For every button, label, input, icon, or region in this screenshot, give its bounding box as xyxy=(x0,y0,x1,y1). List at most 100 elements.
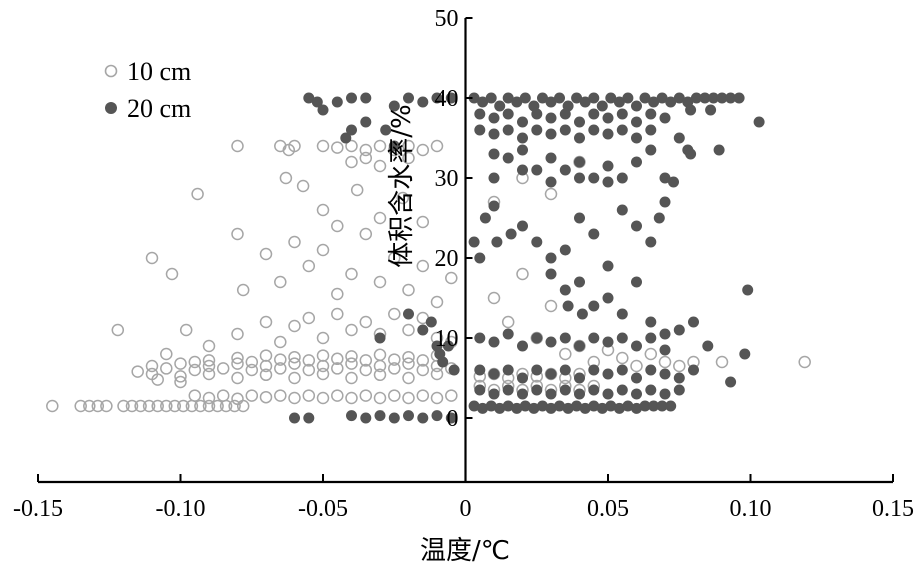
data-point xyxy=(350,183,364,197)
data-point xyxy=(511,96,523,108)
data-point xyxy=(431,92,443,104)
data-point xyxy=(331,389,344,402)
data-point xyxy=(517,388,528,400)
data-point xyxy=(468,400,480,412)
data-point xyxy=(83,399,96,413)
data-point xyxy=(588,400,600,412)
data-points-layer xyxy=(46,92,811,424)
data-point xyxy=(685,148,697,160)
x-tick-label: 0 xyxy=(460,496,472,522)
data-point xyxy=(288,357,301,370)
y-tick-label: 0 xyxy=(447,406,459,432)
data-point xyxy=(602,368,614,380)
data-point xyxy=(345,350,358,363)
data-point xyxy=(236,283,250,297)
data-point xyxy=(531,384,543,396)
data-point xyxy=(402,391,415,405)
data-point xyxy=(488,336,500,348)
data-point xyxy=(402,283,415,297)
data-point xyxy=(602,176,614,188)
data-point xyxy=(639,92,651,104)
data-point xyxy=(494,402,506,414)
data-point xyxy=(519,92,531,104)
legend-marker-20cm xyxy=(105,102,117,114)
data-point xyxy=(288,139,301,153)
data-point xyxy=(705,104,717,116)
data-point xyxy=(559,384,571,396)
data-point xyxy=(502,108,514,120)
data-point xyxy=(716,92,728,104)
data-point xyxy=(574,116,585,128)
data-point xyxy=(616,351,629,365)
data-point xyxy=(494,100,506,112)
data-point xyxy=(245,355,259,369)
data-point xyxy=(502,124,514,136)
data-point xyxy=(579,96,591,108)
data-point xyxy=(331,96,343,108)
data-point xyxy=(574,388,585,400)
data-point xyxy=(359,151,373,165)
data-point xyxy=(725,92,737,104)
data-point xyxy=(596,402,608,414)
data-point xyxy=(360,92,372,104)
data-point xyxy=(645,108,657,120)
data-point xyxy=(588,332,600,344)
data-point xyxy=(289,412,300,424)
data-point xyxy=(688,316,699,328)
data-point xyxy=(488,172,500,184)
data-point xyxy=(517,116,528,128)
data-point xyxy=(151,399,164,413)
data-point xyxy=(602,112,614,124)
data-point xyxy=(798,355,811,369)
data-point xyxy=(468,92,480,104)
data-point xyxy=(631,132,642,144)
data-point xyxy=(468,236,480,248)
data-point xyxy=(658,355,672,369)
data-point xyxy=(708,92,719,104)
data-point xyxy=(345,371,358,385)
data-point xyxy=(177,399,190,413)
data-point xyxy=(602,292,614,304)
data-point xyxy=(545,388,557,400)
data-point xyxy=(259,349,273,362)
data-point xyxy=(46,399,59,413)
data-point xyxy=(417,324,429,336)
data-point xyxy=(477,96,489,108)
data-point xyxy=(416,363,430,377)
data-point xyxy=(531,124,543,136)
data-point xyxy=(403,410,414,422)
data-point xyxy=(359,363,373,377)
data-point xyxy=(302,389,316,402)
data-point xyxy=(545,176,557,188)
data-point xyxy=(74,399,87,413)
data-point xyxy=(574,212,585,224)
data-point xyxy=(380,124,392,136)
data-point xyxy=(562,402,574,414)
data-point xyxy=(574,372,585,384)
x-tick-label: -0.10 xyxy=(156,496,206,522)
data-point xyxy=(396,191,410,205)
data-point xyxy=(725,376,737,388)
data-point xyxy=(445,92,457,104)
data-point xyxy=(485,400,497,412)
data-point xyxy=(602,388,614,400)
data-point xyxy=(659,368,671,380)
data-point xyxy=(616,384,628,396)
data-point xyxy=(588,108,600,120)
data-point xyxy=(340,132,352,144)
data-point xyxy=(644,347,658,361)
data-point xyxy=(616,124,628,136)
data-point xyxy=(715,355,729,369)
data-point xyxy=(502,328,514,340)
data-point xyxy=(602,160,614,172)
data-point xyxy=(279,171,293,185)
data-point xyxy=(274,275,287,289)
data-point xyxy=(531,332,543,344)
data-point xyxy=(574,156,585,168)
data-point xyxy=(554,400,565,412)
data-point xyxy=(733,92,745,104)
data-point xyxy=(613,402,625,414)
data-point xyxy=(537,400,548,412)
data-point xyxy=(245,363,259,377)
data-point xyxy=(685,104,697,116)
